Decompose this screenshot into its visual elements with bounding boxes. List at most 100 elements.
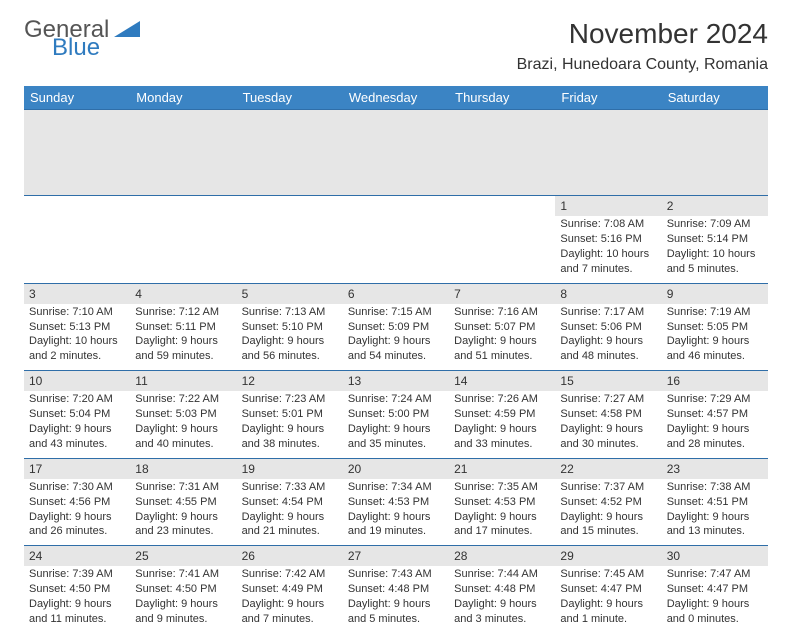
sunset-text: Sunset: 4:49 PM	[242, 582, 338, 597]
sunset-text: Sunset: 4:57 PM	[667, 407, 763, 422]
page-title: November 2024	[517, 18, 768, 50]
day-number: 18	[130, 459, 236, 479]
sunrise-text: Sunrise: 7:16 AM	[454, 305, 550, 320]
day-number: 30	[662, 546, 768, 566]
sunrise-text: Sunrise: 7:08 AM	[560, 217, 656, 232]
sunset-text: Sunset: 4:55 PM	[135, 495, 231, 510]
logo: General Blue	[24, 18, 140, 60]
sunrise-text: Sunrise: 7:43 AM	[348, 567, 444, 582]
sunset-text: Sunset: 5:09 PM	[348, 320, 444, 335]
sunset-text: Sunset: 4:52 PM	[560, 495, 656, 510]
calendar-day: 29Sunrise: 7:45 AMSunset: 4:47 PMDayligh…	[555, 546, 661, 633]
sunset-text: Sunset: 5:07 PM	[454, 320, 550, 335]
weekday-header: Saturday	[662, 86, 768, 110]
daylight-text: Daylight: 10 hours and 2 minutes.	[29, 334, 125, 364]
sunset-text: Sunset: 5:14 PM	[667, 232, 763, 247]
daylight-text: Daylight: 10 hours and 7 minutes.	[560, 247, 656, 277]
sunset-text: Sunset: 5:00 PM	[348, 407, 444, 422]
daylight-text: Daylight: 9 hours and 19 minutes.	[348, 510, 444, 540]
spacer-row	[24, 110, 768, 196]
weekday-header: Sunday	[24, 86, 130, 110]
day-number: 19	[237, 459, 343, 479]
calendar-day: 11Sunrise: 7:22 AMSunset: 5:03 PMDayligh…	[130, 371, 236, 459]
weekday-header: Friday	[555, 86, 661, 110]
calendar-header: SundayMondayTuesdayWednesdayThursdayFrid…	[24, 86, 768, 110]
calendar-day: 13Sunrise: 7:24 AMSunset: 5:00 PMDayligh…	[343, 371, 449, 459]
sunset-text: Sunset: 4:54 PM	[242, 495, 338, 510]
weekday-header: Tuesday	[237, 86, 343, 110]
daylight-text: Daylight: 9 hours and 13 minutes.	[667, 510, 763, 540]
sunset-text: Sunset: 4:47 PM	[667, 582, 763, 597]
calendar-day: 26Sunrise: 7:42 AMSunset: 4:49 PMDayligh…	[237, 546, 343, 633]
sunset-text: Sunset: 5:13 PM	[29, 320, 125, 335]
sunrise-text: Sunrise: 7:20 AM	[29, 392, 125, 407]
sunset-text: Sunset: 5:11 PM	[135, 320, 231, 335]
calendar-day: 6Sunrise: 7:15 AMSunset: 5:09 PMDaylight…	[343, 283, 449, 371]
day-number: 25	[130, 546, 236, 566]
calendar-day: 12Sunrise: 7:23 AMSunset: 5:01 PMDayligh…	[237, 371, 343, 459]
calendar-day-empty	[343, 196, 449, 284]
day-number: 1	[555, 196, 661, 216]
sunrise-text: Sunrise: 7:29 AM	[667, 392, 763, 407]
daylight-text: Daylight: 9 hours and 15 minutes.	[560, 510, 656, 540]
sunrise-text: Sunrise: 7:33 AM	[242, 480, 338, 495]
daylight-text: Daylight: 9 hours and 56 minutes.	[242, 334, 338, 364]
sunrise-text: Sunrise: 7:19 AM	[667, 305, 763, 320]
day-number: 28	[449, 546, 555, 566]
daylight-text: Daylight: 9 hours and 38 minutes.	[242, 422, 338, 452]
weekday-header: Thursday	[449, 86, 555, 110]
day-number: 10	[24, 371, 130, 391]
calendar-day: 16Sunrise: 7:29 AMSunset: 4:57 PMDayligh…	[662, 371, 768, 459]
day-number: 27	[343, 546, 449, 566]
sunset-text: Sunset: 5:04 PM	[29, 407, 125, 422]
sunrise-text: Sunrise: 7:41 AM	[135, 567, 231, 582]
calendar-day: 8Sunrise: 7:17 AMSunset: 5:06 PMDaylight…	[555, 283, 661, 371]
sunset-text: Sunset: 4:47 PM	[560, 582, 656, 597]
logo-word2: Blue	[52, 36, 140, 60]
daylight-text: Daylight: 9 hours and 30 minutes.	[560, 422, 656, 452]
calendar-week: 1Sunrise: 7:08 AMSunset: 5:16 PMDaylight…	[24, 196, 768, 284]
calendar-day: 4Sunrise: 7:12 AMSunset: 5:11 PMDaylight…	[130, 283, 236, 371]
sunrise-text: Sunrise: 7:47 AM	[667, 567, 763, 582]
calendar-day: 28Sunrise: 7:44 AMSunset: 4:48 PMDayligh…	[449, 546, 555, 633]
sunrise-text: Sunrise: 7:37 AM	[560, 480, 656, 495]
daylight-text: Daylight: 9 hours and 46 minutes.	[667, 334, 763, 364]
daylight-text: Daylight: 9 hours and 43 minutes.	[29, 422, 125, 452]
sunrise-text: Sunrise: 7:45 AM	[560, 567, 656, 582]
sunrise-text: Sunrise: 7:22 AM	[135, 392, 231, 407]
calendar-day: 24Sunrise: 7:39 AMSunset: 4:50 PMDayligh…	[24, 546, 130, 633]
daylight-text: Daylight: 9 hours and 26 minutes.	[29, 510, 125, 540]
day-number: 8	[555, 284, 661, 304]
day-number: 4	[130, 284, 236, 304]
day-number: 9	[662, 284, 768, 304]
calendar-day: 5Sunrise: 7:13 AMSunset: 5:10 PMDaylight…	[237, 283, 343, 371]
calendar-day-empty	[130, 196, 236, 284]
calendar-day: 27Sunrise: 7:43 AMSunset: 4:48 PMDayligh…	[343, 546, 449, 633]
calendar-day: 1Sunrise: 7:08 AMSunset: 5:16 PMDaylight…	[555, 196, 661, 284]
calendar-day: 7Sunrise: 7:16 AMSunset: 5:07 PMDaylight…	[449, 283, 555, 371]
title-block: November 2024 Brazi, Hunedoara County, R…	[517, 18, 768, 74]
sunset-text: Sunset: 5:01 PM	[242, 407, 338, 422]
day-number: 20	[343, 459, 449, 479]
sunrise-text: Sunrise: 7:44 AM	[454, 567, 550, 582]
header: General Blue November 2024 Brazi, Hunedo…	[24, 18, 768, 74]
calendar-table: SundayMondayTuesdayWednesdayThursdayFrid…	[24, 86, 768, 633]
sunset-text: Sunset: 5:05 PM	[667, 320, 763, 335]
sunset-text: Sunset: 5:06 PM	[560, 320, 656, 335]
daylight-text: Daylight: 9 hours and 35 minutes.	[348, 422, 444, 452]
day-number: 11	[130, 371, 236, 391]
daylight-text: Daylight: 9 hours and 21 minutes.	[242, 510, 338, 540]
sunrise-text: Sunrise: 7:23 AM	[242, 392, 338, 407]
sunset-text: Sunset: 4:51 PM	[667, 495, 763, 510]
day-number: 15	[555, 371, 661, 391]
sunrise-text: Sunrise: 7:27 AM	[560, 392, 656, 407]
daylight-text: Daylight: 9 hours and 48 minutes.	[560, 334, 656, 364]
sunset-text: Sunset: 5:16 PM	[560, 232, 656, 247]
day-number: 5	[237, 284, 343, 304]
sunset-text: Sunset: 4:48 PM	[348, 582, 444, 597]
sunrise-text: Sunrise: 7:12 AM	[135, 305, 231, 320]
sunset-text: Sunset: 4:58 PM	[560, 407, 656, 422]
sunset-text: Sunset: 4:53 PM	[348, 495, 444, 510]
location-text: Brazi, Hunedoara County, Romania	[517, 56, 768, 74]
sunrise-text: Sunrise: 7:09 AM	[667, 217, 763, 232]
